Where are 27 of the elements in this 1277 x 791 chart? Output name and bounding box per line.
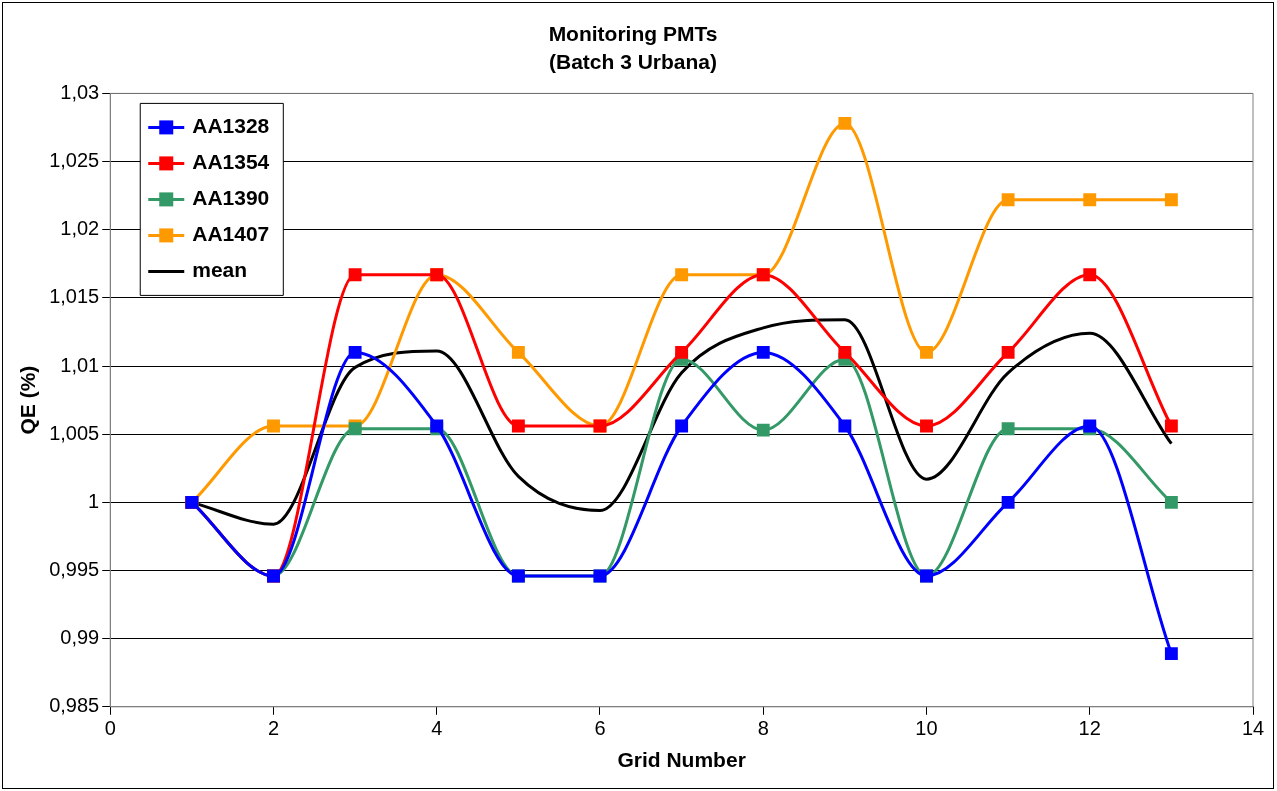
x-axis-title: Grid Number: [617, 748, 746, 772]
chart-subtitle: (Batch 3 Urbana): [548, 49, 718, 73]
x-tick-label: 10: [915, 717, 938, 740]
legend-label: AA1407: [192, 222, 270, 246]
y-tick-label: 1,025: [49, 149, 100, 172]
legend-label: AA1390: [192, 186, 270, 210]
x-tick-label: 8: [757, 717, 769, 740]
legend-label: AA1354: [192, 150, 270, 174]
y-tick-label: 1,02: [60, 217, 100, 240]
y-tick-label: 0,985: [49, 694, 100, 717]
x-tick-label: 14: [1241, 717, 1265, 740]
y-tick-label: 1,005: [49, 421, 100, 444]
y-tick-label: 1,03: [60, 80, 100, 103]
x-tick-label: 4: [431, 717, 443, 740]
y-axis-title: QE (%): [16, 365, 40, 435]
legend-label: mean: [192, 258, 248, 282]
x-tick-label: 12: [1078, 717, 1101, 740]
y-tick-label: 1,015: [49, 285, 100, 308]
legend-label: AA1328: [192, 114, 270, 138]
y-tick-label: 1: [88, 489, 100, 512]
x-tick-label: 2: [267, 717, 280, 740]
chart-title: Monitoring PMTs: [548, 22, 718, 46]
x-tick-label: 0: [104, 717, 116, 740]
y-tick-label: 0,99: [60, 626, 100, 649]
y-tick-label: 0,995: [49, 558, 100, 580]
x-tick-label: 6: [594, 717, 606, 740]
y-tick-label: 1,01: [60, 353, 100, 376]
